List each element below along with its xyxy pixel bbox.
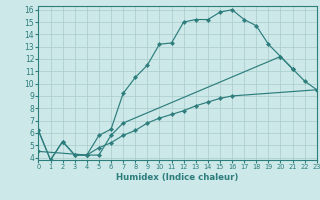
X-axis label: Humidex (Indice chaleur): Humidex (Indice chaleur)	[116, 173, 239, 182]
